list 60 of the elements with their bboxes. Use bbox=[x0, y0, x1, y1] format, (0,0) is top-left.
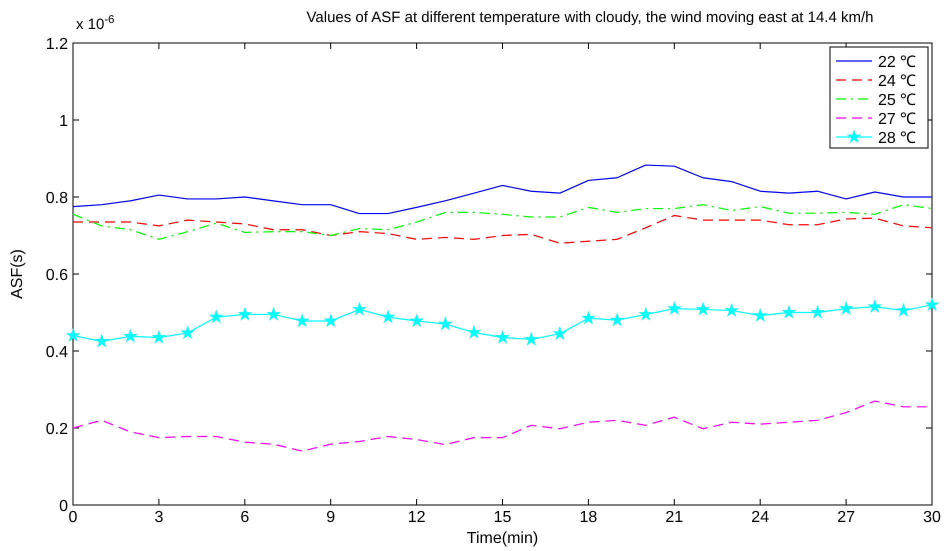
point bbox=[496, 331, 509, 343]
point bbox=[439, 318, 452, 330]
y-tick-label: 0.2 bbox=[46, 421, 68, 438]
x-tick-label: 12 bbox=[408, 509, 426, 526]
point bbox=[811, 306, 824, 318]
line-series bbox=[72, 164, 933, 214]
point bbox=[554, 327, 566, 340]
x-tick-label: 24 bbox=[751, 509, 770, 526]
point bbox=[468, 326, 480, 338]
point bbox=[181, 326, 194, 338]
legend-label: 22 ℃ bbox=[878, 54, 916, 71]
point bbox=[897, 304, 910, 316]
point bbox=[725, 304, 738, 316]
legend-label: 25 ℃ bbox=[878, 92, 916, 109]
x-tick-label: 6 bbox=[240, 509, 250, 526]
point bbox=[840, 302, 852, 314]
point bbox=[382, 310, 394, 322]
x-tick-label: 3 bbox=[154, 509, 164, 526]
x-tick-label: 18 bbox=[580, 509, 598, 526]
point bbox=[610, 314, 624, 326]
legend-label: 28 ℃ bbox=[878, 130, 916, 147]
line-series bbox=[72, 214, 933, 244]
point bbox=[353, 302, 366, 315]
y-tick-label: 0.8 bbox=[46, 190, 68, 207]
x-tick-label: 15 bbox=[494, 509, 512, 526]
y-tick-label: 0 bbox=[59, 498, 68, 515]
point bbox=[152, 331, 166, 343]
point bbox=[267, 308, 280, 320]
text: x 10$^{-6}$ bbox=[76, 14, 114, 33]
point bbox=[782, 306, 796, 318]
y-tick-label: 0.6 bbox=[46, 267, 68, 284]
point bbox=[324, 314, 337, 326]
x-tick-label: 9 bbox=[326, 509, 336, 526]
point bbox=[754, 309, 766, 321]
x-axis-title: Time(min) bbox=[466, 530, 538, 547]
x-tick-label: 27 bbox=[837, 509, 856, 526]
point bbox=[639, 308, 652, 320]
point bbox=[124, 330, 136, 342]
y-tick-label: 0.4 bbox=[46, 344, 68, 361]
legend-label: 27 ℃ bbox=[878, 111, 916, 128]
x-tick-label: 30 bbox=[923, 509, 941, 526]
line-series bbox=[72, 204, 933, 240]
point bbox=[868, 300, 881, 312]
legend-label: 24 ℃ bbox=[878, 73, 916, 90]
x-tick-label: 21 bbox=[665, 509, 684, 526]
point bbox=[210, 310, 222, 322]
point bbox=[66, 329, 80, 341]
point bbox=[238, 308, 251, 320]
y-axis-title: ASF(s) bbox=[9, 249, 26, 299]
y-tick-label: 1 bbox=[59, 113, 68, 130]
point bbox=[582, 312, 595, 324]
point bbox=[696, 302, 710, 315]
point bbox=[668, 302, 680, 314]
point bbox=[926, 298, 938, 310]
point bbox=[410, 314, 423, 326]
point bbox=[296, 314, 308, 326]
chart-title: Values of ASF at different temperature with cloudy, the wind moving east at 14.4 km/h bbox=[306, 9, 874, 26]
point bbox=[524, 332, 538, 345]
y-tick-label: 1.2 bbox=[46, 36, 68, 53]
point bbox=[95, 334, 108, 347]
